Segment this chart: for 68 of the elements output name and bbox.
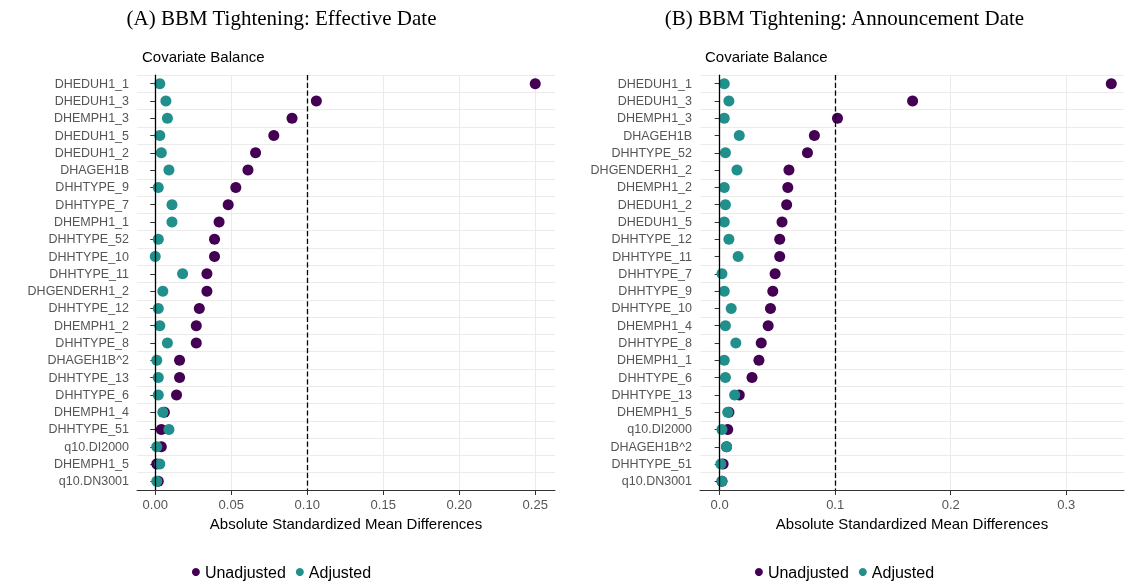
chart-subtitle: Covariate Balance <box>142 48 265 65</box>
y-tick-label: DHHTYPE_9 <box>55 180 130 195</box>
y-tick-label: q10.DI2000 <box>64 439 130 454</box>
y-tick-label: DHAGEH1B <box>60 163 129 178</box>
y-tick-label: DHAGEH1B^2 <box>47 353 130 368</box>
y-tick-label: DHHTYPE_52 <box>611 145 693 160</box>
y-tick-label: DHHTYPE_8 <box>618 336 693 351</box>
y-tick-label: DHEMPH1_4 <box>53 405 130 420</box>
chart-title: (B) BBM Tightening: Announcement Date <box>664 5 1025 30</box>
x-tick-label: 0.00 <box>142 497 168 512</box>
y-tick-label: DHEDUH1_5 <box>54 128 130 143</box>
y-tick-label: DHHTYPE_52 <box>48 232 130 247</box>
x-tick-label: 0.10 <box>294 497 320 512</box>
y-tick-label: DHHTYPE_6 <box>55 387 130 402</box>
y-tick-label: DHEMPH1_3 <box>616 111 693 126</box>
y-tick-label: DHEDUH1_3 <box>617 93 693 108</box>
y-tick-label: DHHTYPE_13 <box>611 387 693 402</box>
y-tick-label: q10.DN3001 <box>621 474 693 489</box>
x-axis-title: Absolute Standardized Mean Differences <box>209 515 483 532</box>
y-tick-label: DHEMPH1_2 <box>53 318 130 333</box>
y-tick-label: DHHTYPE_12 <box>48 301 130 316</box>
y-tick-label: DHGENDERH1_2 <box>27 284 130 299</box>
x-tick-label: 0.25 <box>522 497 548 512</box>
y-tick-label: DHHTYPE_10 <box>611 301 693 316</box>
y-tick-label: DHHTYPE_11 <box>612 249 693 264</box>
y-tick-label: DHEDUH1_1 <box>617 76 693 91</box>
x-tick-label: 0.05 <box>218 497 244 512</box>
y-tick-label: DHEMPH1_4 <box>616 318 693 333</box>
y-tick-label: DHEMPH1_5 <box>616 405 693 420</box>
y-tick-label: DHHTYPE_7 <box>55 197 130 212</box>
y-tick-label: DHHTYPE_13 <box>48 370 130 385</box>
y-tick-label: DHHTYPE_8 <box>55 336 130 351</box>
y-tick-label: DHAGEH1B <box>623 128 692 143</box>
x-tick-label: 0.20 <box>446 497 472 512</box>
y-tick-label: DHEMPH1_1 <box>53 214 130 229</box>
chart-title: (A) BBM Tightening: Effective Date <box>126 5 437 30</box>
y-tick-label: DHHTYPE_10 <box>48 249 130 264</box>
x-tick-label: 0.1 <box>826 497 845 512</box>
y-tick-label: q10.DN3001 <box>58 474 130 489</box>
chart-subtitle: Covariate Balance <box>705 48 828 65</box>
y-tick-label: DHGENDERH1_2 <box>590 163 693 178</box>
y-tick-label: DHHTYPE_51 <box>611 457 693 472</box>
y-tick-label: DHEDUH1_2 <box>54 145 130 160</box>
y-tick-label: DHEDUH1_2 <box>617 197 693 212</box>
y-tick-label: DHHTYPE_6 <box>618 370 693 385</box>
y-tick-label: DHAGEH1B^2 <box>610 439 693 454</box>
x-tick-label: 0.2 <box>941 497 960 512</box>
y-tick-label: DHHTYPE_11 <box>49 266 130 281</box>
y-tick-label: DHHTYPE_12 <box>611 232 693 247</box>
y-tick-label: DHEMPH1_1 <box>616 353 693 368</box>
legend-label: Adjusted <box>308 563 372 581</box>
y-tick-label: DHEDUH1_1 <box>54 76 130 91</box>
x-tick-label: 0.3 <box>1057 497 1076 512</box>
x-axis-title: Absolute Standardized Mean Differences <box>775 515 1049 532</box>
x-tick-label: 0.15 <box>370 497 396 512</box>
y-tick-label: DHEMPH1_5 <box>53 457 130 472</box>
y-tick-label: DHHTYPE_9 <box>618 284 693 299</box>
y-tick-label: DHEMPH1_3 <box>53 111 130 126</box>
legend-label: Unadjusted <box>767 563 849 581</box>
y-tick-label: DHEDUH1_3 <box>54 93 130 108</box>
x-tick-label: 0.0 <box>710 497 729 512</box>
legend-label: Adjusted <box>871 563 935 581</box>
y-tick-label: DHHTYPE_7 <box>618 266 693 281</box>
y-tick-label: DHEMPH1_2 <box>616 180 693 195</box>
legend-label: Unadjusted <box>204 563 286 581</box>
y-tick-label: DHHTYPE_51 <box>48 422 130 437</box>
y-tick-label: DHEDUH1_5 <box>617 214 693 229</box>
y-tick-label: q10.DI2000 <box>627 422 693 437</box>
